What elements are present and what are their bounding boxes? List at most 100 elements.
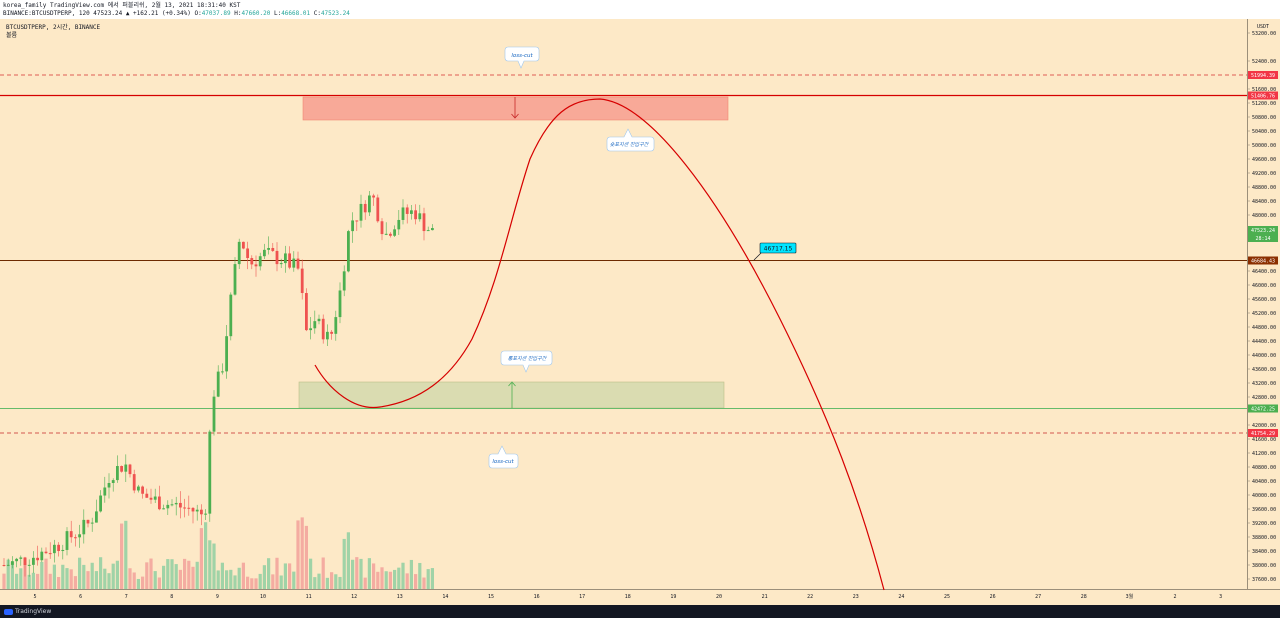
time-tick-label: 10 (260, 594, 266, 600)
candle-body (422, 213, 426, 232)
volume-bar (283, 563, 287, 589)
price-tick-label: 38000.00 (1252, 563, 1276, 569)
candle-body (225, 336, 228, 372)
volume-bar (31, 572, 35, 589)
candle-body (338, 290, 342, 318)
resistance-zone-text: 숏포지션 진입구간 (610, 141, 650, 148)
candle-body (351, 220, 354, 232)
volume-bar (195, 561, 199, 589)
price-tick-label: 49600.00 (1252, 157, 1276, 163)
support-arrow-head (508, 381, 516, 387)
price-label-bg (1248, 226, 1278, 234)
volume-bar (401, 562, 405, 589)
volume-bar (149, 558, 153, 589)
price-label: 28:14 (1255, 236, 1270, 242)
price-tick-label: 42800.00 (1252, 395, 1276, 401)
price-axis[interactable]: 53200.00 52400.00 51600.00 51200.00 50800.00… (1247, 31, 1276, 583)
volume-bar (15, 573, 19, 589)
candle-body (363, 203, 367, 213)
support-zone[interactable] (298, 381, 725, 409)
candle-body (57, 544, 60, 552)
candle-body (355, 220, 359, 222)
candle-body (44, 551, 48, 554)
candle-body (284, 253, 287, 264)
time-tick-label: 18 (625, 594, 631, 600)
price-tick-label: 40800.00 (1252, 465, 1276, 471)
volume-bar (65, 568, 69, 589)
candle-body (69, 531, 73, 538)
loss-cut-bottom-text: loss-cut (492, 459, 514, 465)
price-tick-label: 46400.00 (1252, 269, 1276, 275)
volume-bar (388, 571, 392, 589)
price-tick-label: 40400.00 (1252, 479, 1276, 485)
time-tick-label: 6 (79, 594, 82, 600)
price-tick-label: 48800.00 (1252, 185, 1276, 191)
price-labels: 51994.39 51406.76 47523.24 28:14 46684.43 424… (1248, 71, 1278, 437)
volume-bar (254, 578, 258, 589)
volume-bar (359, 558, 363, 589)
volume-bar (124, 520, 128, 589)
loss-cut-top-callout[interactable]: loss-cut (504, 46, 540, 69)
price-label-bg (1248, 91, 1278, 100)
volume-bar (405, 573, 409, 589)
volume-bar (292, 571, 296, 589)
time-tick-label: 20 (716, 594, 722, 600)
volume-bar (309, 558, 313, 589)
chart-svg[interactable]: BTCUSDTPERP, 2시간, BINANCE 볼륨 USDT 53200.… (0, 19, 1280, 605)
candle-body (187, 507, 191, 509)
time-tick-label: 15 (488, 594, 494, 600)
volume-bar (372, 563, 376, 589)
price-tick-label: 50400.00 (1252, 129, 1276, 135)
volume-bar (279, 575, 283, 589)
target-price-callout[interactable]: 46717.15 (753, 242, 797, 261)
candle-body (275, 250, 279, 265)
candle-body (141, 486, 144, 494)
time-axis[interactable]: 5 6 7 8 9 10 11 12 13 14 15 16 17 18 19 20 21 22 23 24 25 26 2… (33, 593, 1222, 600)
price-label: 41754.29 (1251, 431, 1275, 437)
resistance-zone[interactable] (302, 96, 729, 121)
volume-bars (2, 517, 434, 589)
volume-bar (233, 575, 237, 589)
time-tick-label: 23 (853, 594, 859, 600)
loss-cut-top-text: loss-cut (511, 53, 533, 59)
volume-bar (57, 577, 61, 589)
candle-body (78, 534, 81, 538)
volume-bar (262, 565, 266, 589)
volume-bar (86, 571, 90, 589)
ohlc-open: 47037.89 (201, 10, 231, 17)
time-tick-label: 28 (1081, 594, 1087, 600)
candle-body (2, 565, 6, 566)
loss-cut-bottom-callout[interactable]: loss-cut (488, 445, 519, 469)
candle-body (116, 466, 119, 481)
price-label: 47523.24 (1251, 228, 1275, 234)
time-tick-label: 27 (1035, 594, 1041, 600)
candle-body (216, 371, 220, 397)
candle-body (321, 318, 325, 340)
volume-bar (288, 563, 292, 589)
support-zone-callout[interactable]: 롱포지션 진입구간 (500, 350, 553, 373)
forecast-curve[interactable] (314, 98, 885, 591)
volume-bar (208, 540, 212, 589)
time-tick-label: 13 (397, 594, 403, 600)
volume-bar (69, 569, 73, 589)
volume-bar (187, 560, 191, 589)
candle-body (393, 229, 396, 236)
volume-bar (267, 558, 271, 589)
price-tick-label: 44800.00 (1252, 325, 1276, 331)
resistance-zone-callout[interactable]: 숏포지션 진입구간 (606, 128, 655, 152)
candle-body (6, 564, 10, 566)
volume-bar (430, 568, 434, 589)
candle-body (372, 195, 375, 198)
ohlc-high: 47660.20 (241, 10, 271, 17)
ohlc-prefix: BINANCE:BTCUSDTPERP, 120 47523.24 ▲ +162… (3, 10, 202, 17)
candle-body (279, 263, 283, 265)
volume-bar (48, 573, 52, 589)
candle-body (174, 502, 178, 505)
chart-area[interactable]: BTCUSDTPERP, 2시간, BINANCE 볼륨 USDT 53200.… (0, 19, 1280, 605)
time-tick-label: 2 (1173, 594, 1176, 600)
candles[interactable] (2, 190, 434, 577)
candle-body (229, 294, 233, 337)
volume-bar (162, 565, 166, 589)
candle-body (410, 210, 413, 214)
volume-legend: 볼륨 (6, 32, 18, 39)
